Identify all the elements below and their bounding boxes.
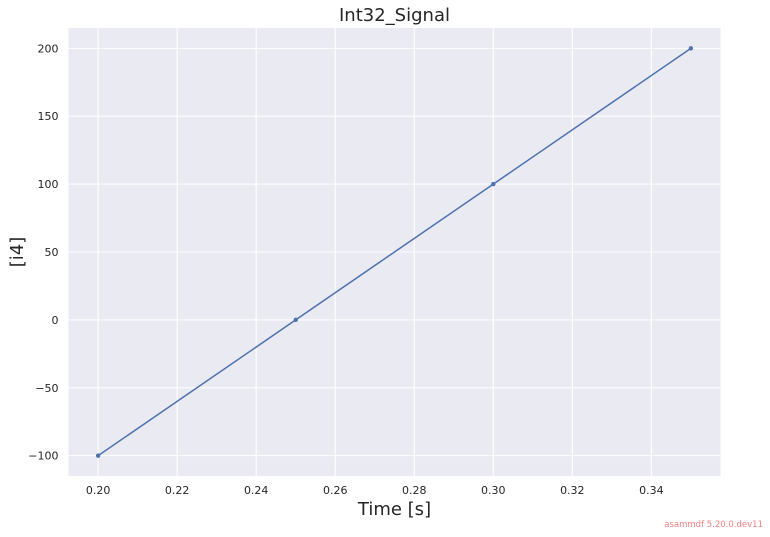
series-line <box>97 47 692 457</box>
y-axis-label: [i4] <box>7 237 28 268</box>
y-gridlines <box>68 47 721 457</box>
x-axis-label: Time [s] <box>357 499 431 520</box>
chart-title: Int32_Signal <box>339 5 450 26</box>
data-point <box>491 181 496 187</box>
x-tick-label: 0.34 <box>639 484 664 497</box>
x-tick-label: 0.26 <box>323 484 348 497</box>
x-tick-label: 0.22 <box>165 484 190 497</box>
x-tick-label: 0.24 <box>244 484 269 497</box>
series-layer <box>95 46 694 458</box>
y-tick-label: 150 <box>38 110 59 123</box>
data-point <box>293 317 298 323</box>
y-tick-label: −100 <box>28 450 58 463</box>
y-tick-labels: −100 −50 0 50 100 150 200 <box>28 42 58 462</box>
x-tick-label: 0.32 <box>560 484 585 497</box>
x-tick-label: 0.20 <box>86 484 111 497</box>
y-tick-label: −50 <box>35 382 58 395</box>
y-tick-label: 200 <box>38 42 59 55</box>
data-point <box>95 453 101 458</box>
watermark-text: asammdf 5.20.0.dev11 <box>664 520 763 530</box>
y-tick-label: 50 <box>45 246 59 259</box>
x-tick-label: 0.30 <box>481 484 506 497</box>
x-tick-labels: 0.20 0.22 0.24 0.26 0.28 0.30 0.32 0.34 <box>86 484 664 497</box>
x-tick-label: 0.28 <box>402 484 427 497</box>
y-tick-label: 100 <box>38 178 59 191</box>
y-tick-label: 0 <box>52 314 59 327</box>
data-point <box>688 46 694 51</box>
